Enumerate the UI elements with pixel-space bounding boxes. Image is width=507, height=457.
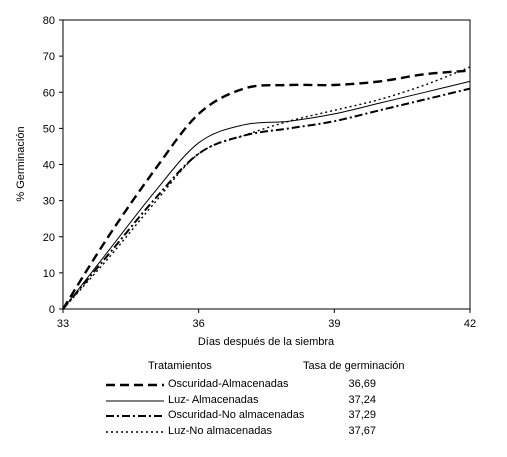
x-tick-label: 39 — [328, 318, 340, 330]
x-tick-label: 36 — [193, 318, 205, 330]
series-line-3 — [62, 66, 471, 310]
x-tick-label: 33 — [57, 318, 69, 330]
x-axis-label: Días después de la siembra — [198, 336, 335, 348]
series-line-2 — [62, 87, 471, 310]
series-line-0 — [61, 69, 471, 310]
x-tick-label: 42 — [464, 318, 476, 330]
y-tick-label: 70 — [43, 51, 55, 63]
y-tick-label: 60 — [43, 87, 55, 99]
y-tick-label: 10 — [43, 268, 55, 280]
y-tick-label: 20 — [43, 232, 55, 244]
y-tick-label: 50 — [43, 123, 55, 135]
plot-frame — [62, 19, 471, 310]
series-line-1 — [62, 80, 471, 310]
y-tick-label: 0 — [49, 304, 55, 316]
y-axis-label: % Germinación — [15, 126, 27, 201]
series-lines — [61, 66, 471, 310]
y-tick-label: 30 — [43, 196, 55, 208]
y-tick-label: 80 — [43, 15, 55, 27]
legend-line-samples — [106, 383, 164, 433]
axes: 0 10 20 30 40 50 60 70 80 33 36 39 42 — [43, 15, 476, 330]
y-tick-label: 40 — [43, 160, 55, 172]
